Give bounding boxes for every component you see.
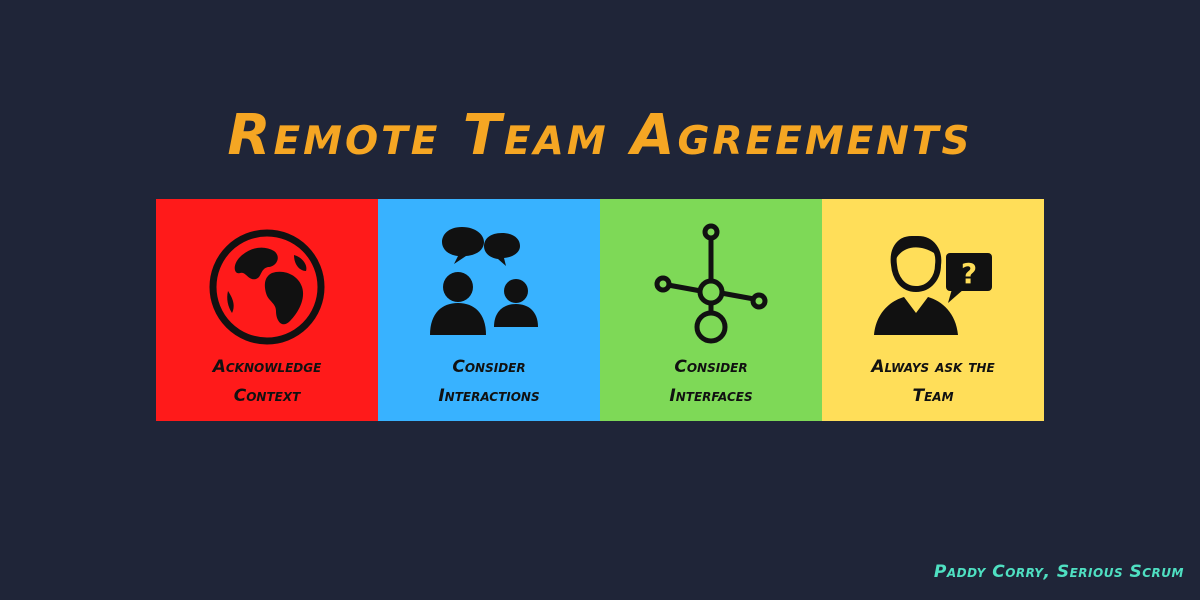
card-consider-interfaces: Consider Interfaces xyxy=(600,199,822,421)
label-line: Interfaces xyxy=(669,386,753,406)
people-chat-icon xyxy=(430,227,538,335)
svg-text:?: ? xyxy=(961,257,977,290)
page-title: Remote Team Agreements xyxy=(227,103,973,168)
globe-icon xyxy=(209,229,325,345)
agreement-cards: Acknowledge Context Consider Interaction… xyxy=(156,199,1044,421)
label-line: Always ask the xyxy=(871,357,995,377)
author-credit: Paddy Corry, Serious Scrum xyxy=(933,562,1184,582)
label-line: Context xyxy=(233,386,301,406)
card-always-ask-the-team: ? Always ask the Team xyxy=(822,199,1044,421)
network-nodes-icon xyxy=(654,223,768,344)
label-line: Consider xyxy=(674,357,748,377)
person-question-icon: ? xyxy=(874,236,992,335)
card-label: Consider Interfaces xyxy=(600,353,822,411)
label-line: Acknowledge xyxy=(212,357,322,377)
card-label: Always ask the Team xyxy=(822,353,1044,411)
card-consider-interactions: Consider Interactions xyxy=(378,199,600,421)
card-label: Consider Interactions xyxy=(378,353,600,411)
label-line: Consider xyxy=(452,357,526,377)
card-label: Acknowledge Context xyxy=(156,353,378,411)
card-acknowledge-context: Acknowledge Context xyxy=(156,199,378,421)
label-line: Team xyxy=(912,386,954,406)
label-line: Interactions xyxy=(438,386,540,406)
